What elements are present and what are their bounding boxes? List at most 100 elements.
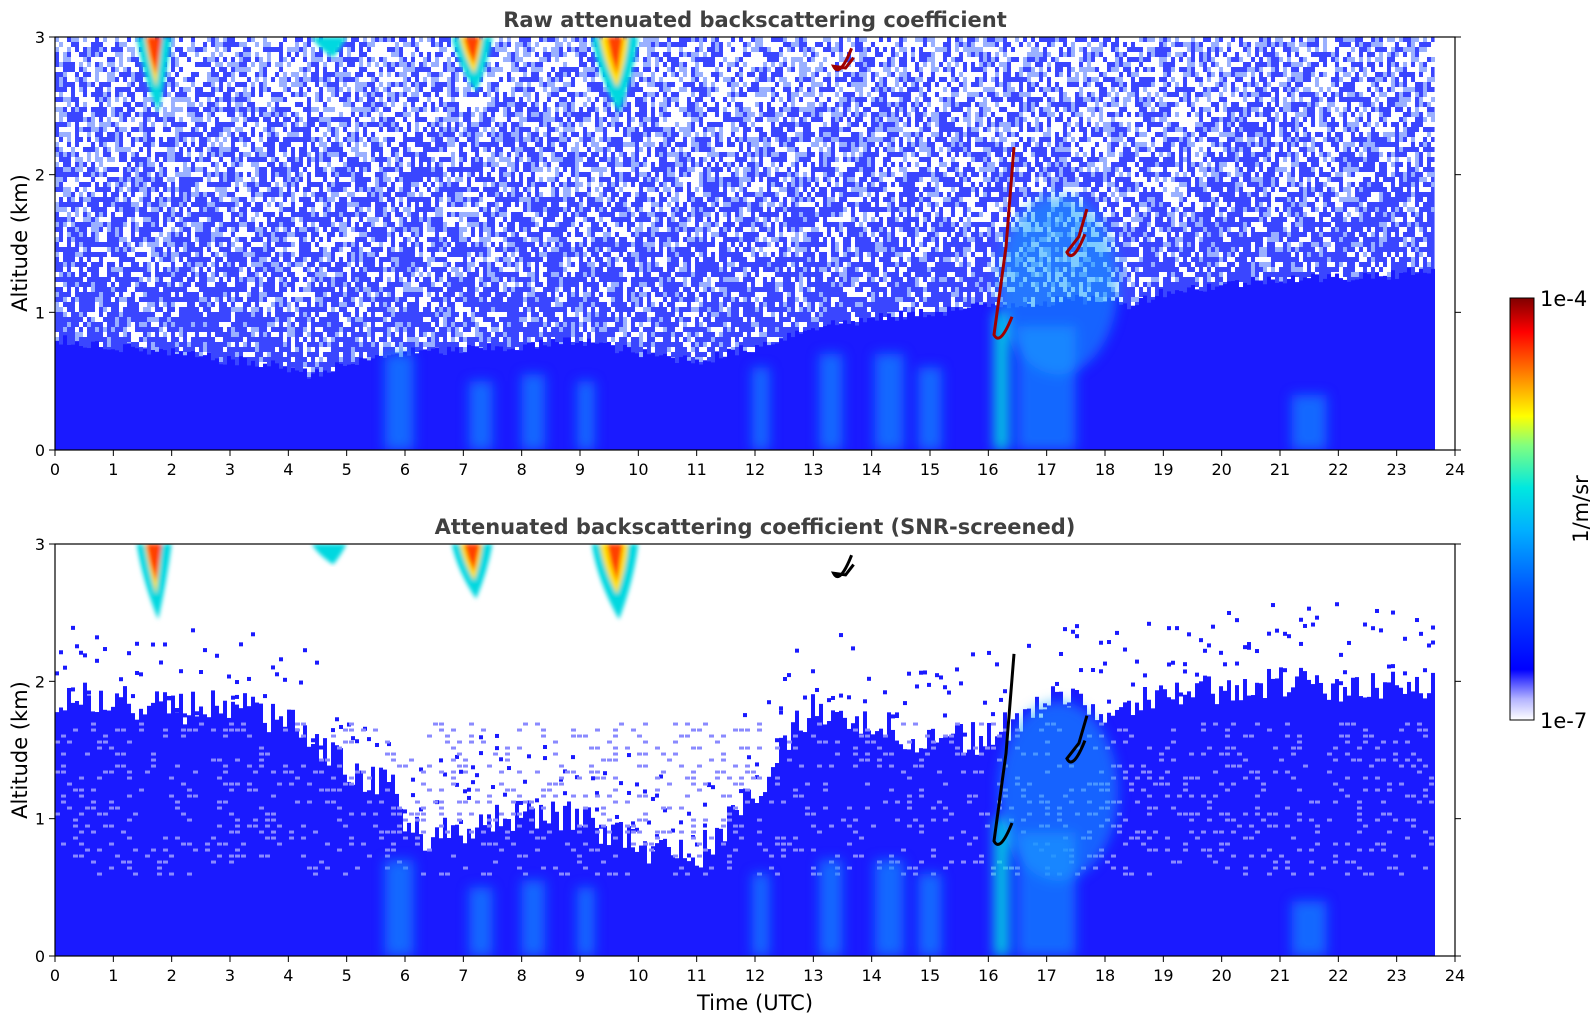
noise-cell	[551, 272, 555, 277]
noise-cell	[503, 192, 507, 197]
noise-cell	[367, 142, 371, 147]
noise-cell	[643, 172, 647, 177]
noise-cell	[215, 162, 219, 167]
noise-cell	[83, 317, 87, 322]
noise-cell	[415, 287, 419, 292]
noise-cell	[399, 187, 403, 192]
noise-cell	[583, 102, 587, 107]
noise-cell	[203, 182, 207, 187]
noise-cell	[551, 322, 555, 327]
noise-cell	[87, 177, 91, 182]
noise-cell	[439, 107, 443, 112]
noise-cell	[63, 52, 67, 57]
noise-cell	[235, 152, 239, 157]
noise-cell	[423, 177, 427, 182]
noise-cell	[151, 232, 155, 237]
noise-cell	[135, 172, 139, 177]
noise-cell	[227, 322, 231, 327]
noise-cell	[75, 282, 79, 287]
noise-cell	[563, 117, 567, 122]
noise-cell	[59, 207, 63, 212]
noise-cell	[539, 192, 543, 197]
noise-cell	[383, 302, 387, 307]
noise-cell	[447, 47, 451, 52]
noise-cell	[595, 132, 599, 137]
noise-cell	[391, 142, 395, 147]
noise-cell	[551, 192, 555, 197]
noise-cell	[347, 37, 351, 42]
noise-cell	[559, 37, 563, 42]
noise-cell	[123, 62, 127, 67]
noise-cell	[107, 87, 111, 92]
noise-cell	[203, 342, 207, 347]
noise-cell	[543, 97, 547, 102]
noise-cell	[99, 212, 103, 217]
noise-cell	[79, 102, 83, 107]
noise-cell	[375, 137, 379, 142]
noise-cell	[559, 147, 563, 152]
noise-cell	[439, 202, 443, 207]
noise-cell	[255, 262, 259, 267]
noise-cell	[423, 252, 427, 257]
noise-cell	[227, 67, 231, 72]
noise-cell	[511, 152, 515, 157]
noise-cell	[403, 62, 407, 67]
noise-cell	[579, 157, 583, 162]
noise-cell	[463, 287, 467, 292]
noise-cell	[99, 67, 103, 72]
noise-cell	[315, 202, 319, 207]
noise-cell	[139, 117, 143, 122]
noise-cell	[115, 117, 119, 122]
noise-cell	[599, 297, 603, 302]
noise-cell	[371, 192, 375, 197]
noise-cell	[455, 162, 459, 167]
noise-cell	[323, 167, 327, 172]
noise-cell	[195, 67, 199, 72]
noise-cell	[63, 232, 67, 237]
noise-cell	[591, 112, 595, 117]
noise-cell	[207, 302, 211, 307]
noise-cell	[451, 222, 455, 227]
noise-cell	[599, 162, 603, 167]
noise-cell	[387, 132, 391, 137]
noise-cell	[147, 122, 151, 127]
noise-cell	[379, 192, 383, 197]
noise-cell	[579, 127, 583, 132]
noise-cell	[555, 322, 559, 327]
noise-cell	[595, 72, 599, 77]
noise-cell	[419, 127, 423, 132]
noise-cell	[343, 222, 347, 227]
noise-cell	[67, 122, 71, 127]
noise-cell	[447, 257, 451, 262]
noise-cell	[299, 167, 303, 172]
noise-cell	[107, 47, 111, 52]
noise-cell	[379, 197, 383, 202]
noise-cell	[195, 182, 199, 187]
noise-cell	[207, 87, 211, 92]
noise-cell	[331, 152, 335, 157]
noise-cell	[503, 52, 507, 57]
noise-cell	[63, 282, 67, 287]
noise-cell	[571, 337, 575, 342]
noise-cell	[323, 267, 327, 272]
noise-cell	[119, 212, 123, 217]
noise-cell	[451, 267, 455, 272]
noise-cell	[639, 92, 643, 97]
noise-cell	[99, 177, 103, 182]
noise-cell	[103, 57, 107, 62]
noise-cell	[383, 207, 387, 212]
noise-cell	[255, 107, 259, 112]
noise-cell	[263, 307, 267, 312]
noise-cell	[243, 252, 247, 257]
noise-cell	[499, 267, 503, 272]
noise-cell	[283, 57, 287, 62]
noise-cell	[619, 187, 623, 192]
noise-cell	[299, 142, 303, 147]
noise-cell	[271, 62, 275, 67]
noise-cell	[531, 62, 535, 67]
noise-cell	[343, 132, 347, 137]
noise-cell	[255, 127, 259, 132]
noise-cell	[523, 157, 527, 162]
noise-cell	[335, 222, 339, 227]
noise-cell	[443, 162, 447, 167]
